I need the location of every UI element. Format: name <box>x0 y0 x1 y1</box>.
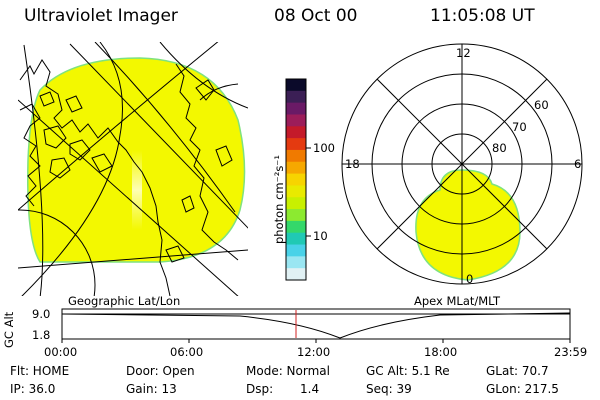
colorbar-cell <box>286 126 306 139</box>
altitude-axis-label: GC Alt <box>2 311 16 348</box>
altitude-xtick-1200: 12:00 <box>297 345 331 359</box>
app-title: Ultraviolet Imager <box>24 6 178 26</box>
colorbar-cell <box>286 173 306 187</box>
gc-alt-readout: GC Alt: 5.1 Re <box>366 364 450 378</box>
door-readout: Door: Open <box>126 364 195 378</box>
colorbar-cell <box>286 79 306 92</box>
altitude-curve <box>61 312 571 339</box>
colorbar-cell <box>286 256 306 269</box>
mlat-label-80: 80 <box>492 141 507 155</box>
colorbar <box>285 78 311 281</box>
colorbar-cell <box>286 197 306 210</box>
colorbar-cell <box>286 138 306 151</box>
apex-polar-plot <box>341 43 583 285</box>
gain-readout: Gain: 13 <box>126 382 177 396</box>
colorbar-cell <box>286 161 306 175</box>
altitude-xtick-1800: 18:00 <box>424 345 458 359</box>
mlt-label-6: 6 <box>574 157 582 171</box>
altitude-x-ticks <box>61 339 571 343</box>
geographic-panel-label: Geographic Lat/Lon <box>68 294 181 308</box>
lat-lon-grid <box>18 42 248 296</box>
colorbar-cell <box>286 102 306 116</box>
mlt-label-0: 0 <box>466 272 474 286</box>
time-readout: 11:05:08 UT <box>430 6 535 26</box>
colorbar-unit-label: photon cm⁻²s⁻¹ <box>272 155 286 244</box>
altitude-ytick-high: 9.0 <box>32 307 51 321</box>
colorbar-cell <box>286 149 306 163</box>
geographic-map <box>18 42 248 296</box>
colorbar-cell <box>286 220 306 234</box>
dsp-value: 1.4 <box>300 382 320 396</box>
colorbar-cell <box>286 268 306 281</box>
colorbar-cell <box>286 232 306 246</box>
ip-readout: IP: 36.0 <box>10 382 56 396</box>
colorbar-cell <box>286 209 306 222</box>
colorbar-tick-10: 10 <box>313 229 328 243</box>
coastlines <box>19 59 239 296</box>
mlt-label-18: 18 <box>345 157 360 171</box>
mlt-label-12: 12 <box>456 46 471 60</box>
colorbar-tick-100: 100 <box>313 141 335 155</box>
seq-readout: Seq: 39 <box>366 382 412 396</box>
date-readout: 08 Oct 00 <box>274 6 358 26</box>
colorbar-tick-marks <box>306 147 311 237</box>
flight-readout: Flt: HOME <box>10 364 70 378</box>
mlat-label-70: 70 <box>512 120 527 134</box>
altitude-xtick-2359: 23:59 <box>554 345 588 359</box>
apex-panel-label: Apex MLat/MLT <box>414 294 501 308</box>
colorbar-cell <box>286 185 306 198</box>
apex-uv-emission-region <box>415 169 521 281</box>
mlat-label-60: 60 <box>534 98 549 112</box>
glat-readout: GLat: 70.7 <box>486 364 549 378</box>
polar-grid <box>341 43 583 285</box>
altitude-ytick-low: 1.8 <box>32 328 51 342</box>
glon-readout: GLon: 217.5 <box>486 382 559 396</box>
colorbar-frame <box>285 78 307 281</box>
altitude-xtick-0000: 00:00 <box>44 345 78 359</box>
altitude-xtick-0600: 06:00 <box>170 345 204 359</box>
colorbar-cell <box>286 244 306 257</box>
colorbar-cells <box>286 79 306 281</box>
colorbar-cell <box>286 114 306 127</box>
mode-readout: Mode: Normal <box>246 364 330 378</box>
dsp-label: Dsp: <box>246 382 274 396</box>
colorbar-cell <box>286 90 306 104</box>
aurora-streak <box>132 150 142 230</box>
altitude-plot <box>61 308 571 343</box>
